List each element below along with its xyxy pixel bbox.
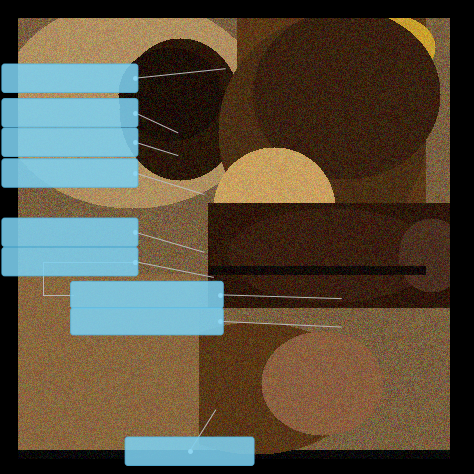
FancyBboxPatch shape	[2, 159, 138, 187]
FancyBboxPatch shape	[2, 128, 138, 156]
FancyBboxPatch shape	[2, 247, 138, 276]
FancyBboxPatch shape	[71, 308, 223, 335]
FancyBboxPatch shape	[2, 99, 138, 127]
FancyBboxPatch shape	[71, 282, 223, 309]
FancyBboxPatch shape	[125, 437, 254, 465]
FancyBboxPatch shape	[2, 64, 138, 92]
FancyBboxPatch shape	[2, 218, 138, 246]
